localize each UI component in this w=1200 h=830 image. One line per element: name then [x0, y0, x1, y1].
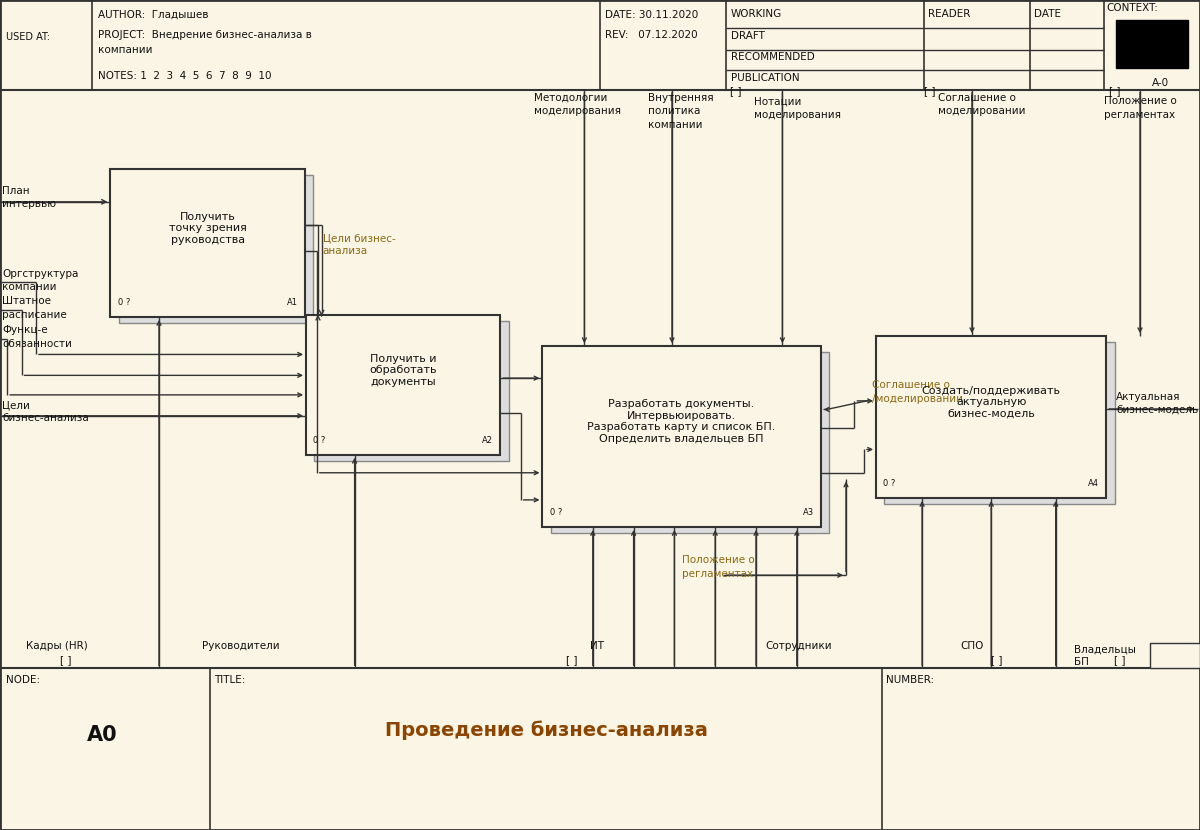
Text: компании: компании	[648, 120, 702, 129]
Text: План: План	[2, 186, 30, 196]
Text: [ ]: [ ]	[1114, 655, 1126, 665]
Text: Внутренняя: Внутренняя	[648, 93, 714, 103]
Text: анализа: анализа	[323, 247, 368, 256]
Text: Положение о: Положение о	[682, 555, 755, 565]
Text: Цели бизнес-: Цели бизнес-	[323, 233, 396, 243]
Text: PUBLICATION: PUBLICATION	[731, 73, 799, 83]
Bar	[876, 336, 1106, 498]
Text: моделирования: моделирования	[534, 106, 622, 116]
Text: NODE:: NODE:	[6, 675, 40, 685]
Text: [ ]: [ ]	[730, 86, 742, 96]
Text: Цели: Цели	[2, 400, 30, 410]
Bar	[884, 342, 1115, 504]
Text: DRAFT: DRAFT	[731, 31, 764, 41]
Text: DATE: DATE	[1034, 9, 1062, 19]
Text: 0 ?: 0 ?	[118, 298, 130, 307]
Bar	[314, 321, 509, 461]
Text: [ ]: [ ]	[924, 86, 936, 96]
Text: NUMBER:: NUMBER:	[886, 675, 934, 685]
Text: Проведение бизнес-анализа: Проведение бизнес-анализа	[384, 720, 708, 740]
Text: AUTHOR:  Гладышев: AUTHOR: Гладышев	[98, 10, 209, 20]
Text: [ ]: [ ]	[1109, 86, 1121, 96]
Text: 0 ?: 0 ?	[550, 508, 562, 517]
Text: компании: компании	[2, 282, 56, 292]
Text: A4: A4	[1088, 479, 1099, 488]
Bar	[314, 321, 509, 461]
Text: Разработать документы.
Интервьюировать.
Разработать карту и список БП.
Определит: Разработать документы. Интервьюировать. …	[588, 399, 775, 444]
Text: USED AT:: USED AT:	[6, 32, 50, 42]
Text: Оргструктура: Оргструктура	[2, 269, 79, 279]
Bar	[884, 342, 1115, 504]
Text: компании: компании	[98, 45, 152, 55]
Bar	[551, 352, 829, 533]
Text: Положение о: Положение о	[1104, 96, 1177, 106]
Text: A-0: A-0	[1152, 78, 1169, 88]
Text: Создать/поддерживать
актуальную
бизнес-модель: Создать/поддерживать актуальную бизнес-м…	[922, 385, 1061, 418]
Text: Методологии: Методологии	[534, 93, 607, 103]
Text: Получить и
обработать
документы: Получить и обработать документы	[370, 354, 437, 387]
Text: [ ]: [ ]	[60, 655, 72, 665]
Text: СПО: СПО	[960, 641, 983, 651]
Text: A0: A0	[86, 725, 118, 745]
Text: A2: A2	[482, 436, 493, 445]
Text: обязанности: обязанности	[2, 339, 72, 349]
Text: моделировании: моделировании	[938, 106, 1026, 116]
Text: DATE: 30.11.2020: DATE: 30.11.2020	[605, 10, 698, 20]
Bar	[306, 315, 500, 455]
Bar	[110, 169, 305, 317]
Text: политика: политика	[648, 106, 701, 116]
Text: READER: READER	[928, 9, 970, 19]
Text: бизнес-анализа: бизнес-анализа	[2, 413, 89, 423]
Bar	[542, 346, 821, 527]
Bar	[119, 175, 313, 323]
Text: бизнес-модель: бизнес-модель	[1116, 405, 1199, 415]
Text: регламентах: регламентах	[682, 569, 752, 579]
Text: Соглашение о: Соглашение о	[938, 93, 1016, 103]
Text: Получить
точку зрения
руководства: Получить точку зрения руководства	[169, 212, 246, 245]
Text: [ ]: [ ]	[566, 655, 578, 665]
Text: Соглашение о: Соглашение о	[872, 380, 950, 390]
Bar	[1116, 20, 1188, 68]
Text: REV:   07.12.2020: REV: 07.12.2020	[605, 30, 697, 40]
Text: БП: БП	[1074, 657, 1088, 666]
Text: Функц-е: Функц-е	[2, 325, 48, 335]
Bar	[551, 352, 829, 533]
Text: расписание: расписание	[2, 310, 67, 320]
Text: Нотации: Нотации	[754, 96, 800, 106]
Text: регламентах: регламентах	[1104, 110, 1175, 120]
Text: NOTES: 1  2  3  4  5  6  7  8  9  10: NOTES: 1 2 3 4 5 6 7 8 9 10	[98, 71, 272, 81]
Text: интервью: интервью	[2, 199, 56, 209]
Text: Сотрудники: Сотрудники	[766, 641, 833, 651]
Text: Кадры (HR): Кадры (HR)	[26, 641, 88, 651]
Text: Руководители: Руководители	[202, 641, 280, 651]
Text: RECOMMENDED: RECOMMENDED	[731, 52, 815, 62]
Bar	[119, 175, 313, 323]
Text: 0 ?: 0 ?	[883, 479, 895, 488]
Text: A3: A3	[803, 508, 814, 517]
Text: [ ]: [ ]	[991, 655, 1003, 665]
Text: CONTEXT:: CONTEXT:	[1106, 3, 1158, 13]
Text: /моделировании: /моделировании	[872, 393, 964, 403]
Text: Владельцы: Владельцы	[1074, 644, 1136, 654]
Text: WORKING: WORKING	[731, 9, 782, 19]
Text: A1: A1	[287, 298, 298, 307]
Text: 0 ?: 0 ?	[313, 436, 325, 445]
Text: ИТ: ИТ	[590, 641, 605, 651]
Text: Актуальная: Актуальная	[1116, 392, 1181, 402]
Text: TITLE:: TITLE:	[214, 675, 245, 685]
Bar	[1150, 643, 1200, 668]
Text: PROJECT:  Внедрение бизнес-анализа в: PROJECT: Внедрение бизнес-анализа в	[98, 30, 312, 40]
Text: Штатное: Штатное	[2, 296, 52, 306]
Text: моделирования: моделирования	[754, 110, 840, 120]
